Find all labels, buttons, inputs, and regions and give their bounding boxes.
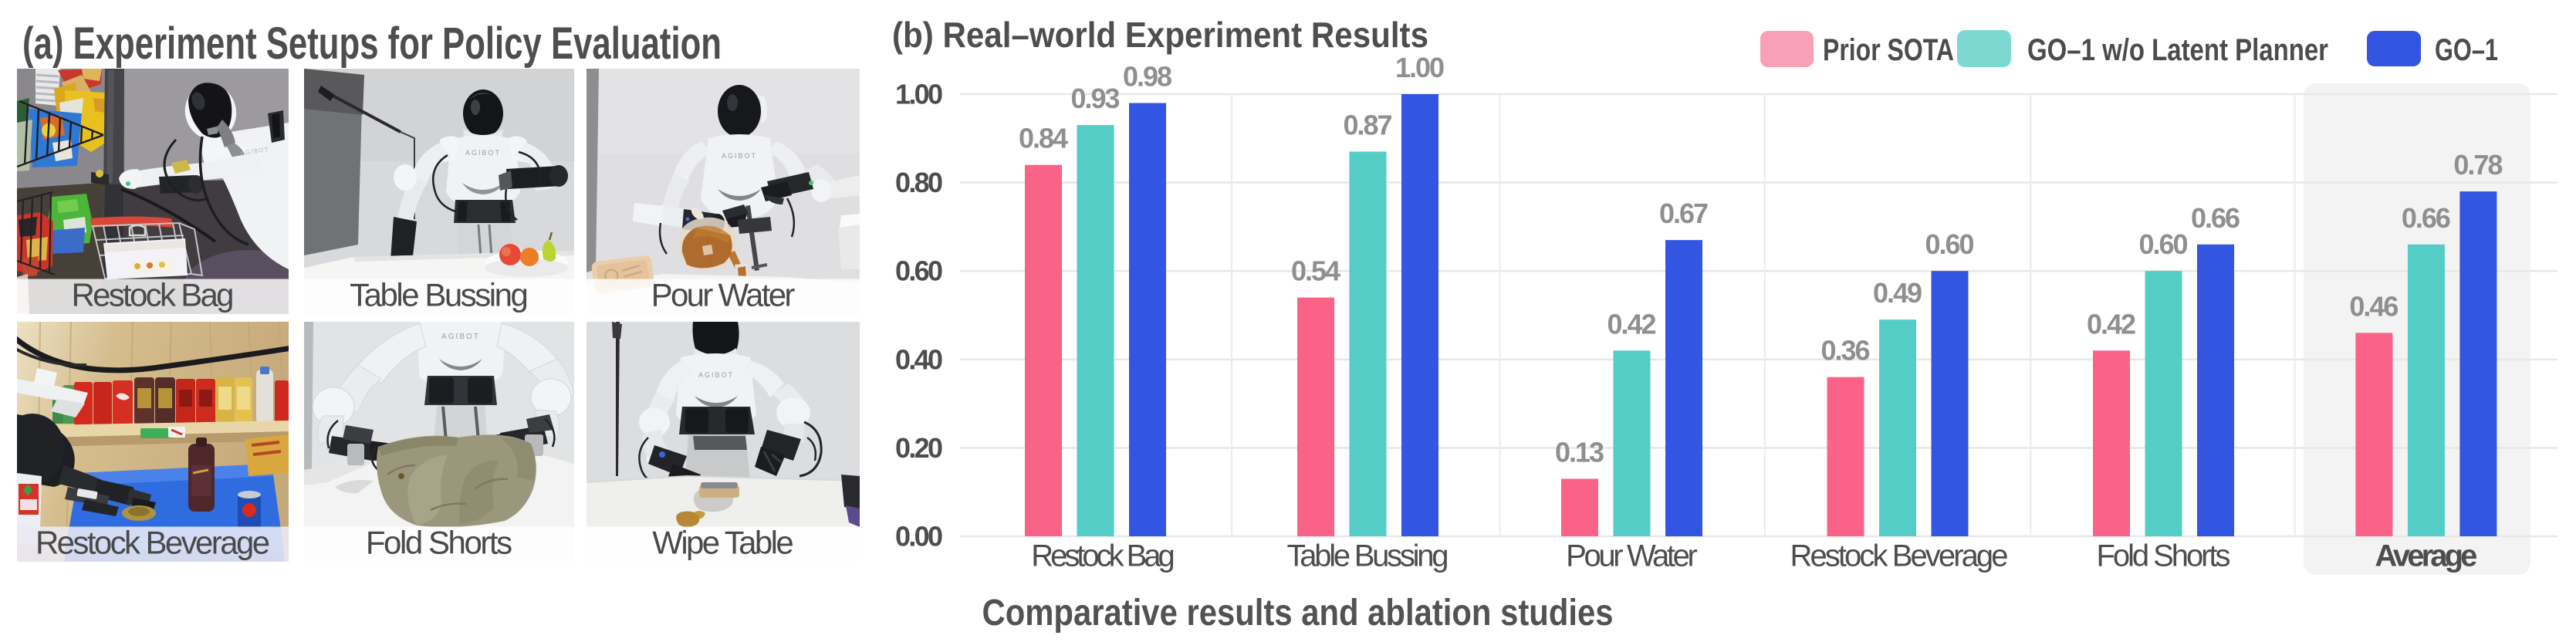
svg-text:Comparative results and ablati: Comparative results and ablation studies (982, 593, 1614, 634)
svg-text:Fold Shorts: Fold Shorts (366, 525, 512, 561)
svg-text:1.00: 1.00 (1395, 52, 1445, 83)
svg-text:0.20: 0.20 (895, 432, 943, 464)
svg-text:0.66: 0.66 (2402, 202, 2451, 234)
svg-text:0.54: 0.54 (1291, 255, 1340, 287)
svg-text:Table Bussing: Table Bussing (350, 277, 529, 313)
svg-text:0.40: 0.40 (895, 343, 943, 375)
svg-text:1.00: 1.00 (895, 79, 943, 110)
svg-text:AGIBOT: AGIBOT (698, 371, 734, 379)
svg-text:Restock Bag: Restock Bag (1031, 539, 1175, 573)
svg-text:0.42: 0.42 (1607, 308, 1657, 340)
svg-text:(a) Experiment Setups for Poli: (a) Experiment Setups for Policy Evaluat… (22, 19, 722, 69)
svg-text:AGIBOT: AGIBOT (722, 152, 757, 160)
svg-text:0.87: 0.87 (1344, 110, 1393, 141)
svg-text:0.93: 0.93 (1071, 83, 1121, 114)
svg-text:Restock Bag: Restock Bag (72, 277, 235, 313)
svg-text:0.60: 0.60 (895, 255, 943, 287)
svg-text:0.80: 0.80 (895, 167, 943, 198)
svg-text:0.60: 0.60 (2139, 228, 2189, 260)
svg-text:0.67: 0.67 (1659, 198, 1709, 229)
svg-text:Wipe Table: Wipe Table (652, 525, 793, 561)
svg-text:0.98: 0.98 (1123, 61, 1172, 93)
svg-text:GO–1 w/o Latent Planner: GO–1 w/o Latent Planner (2027, 33, 2328, 67)
svg-text:AGIBOT: AGIBOT (465, 149, 501, 157)
svg-text:AGIBOT: AGIBOT (441, 333, 480, 341)
svg-text:0.49: 0.49 (1873, 277, 1922, 309)
svg-text:Pour Water: Pour Water (651, 277, 796, 313)
svg-text:0.00: 0.00 (895, 521, 943, 552)
svg-text:0.78: 0.78 (2453, 149, 2503, 181)
svg-text:Restock Beverage: Restock Beverage (35, 525, 270, 561)
svg-text:GO–1: GO–1 (2435, 33, 2498, 67)
svg-text:Table Bussing: Table Bussing (1287, 539, 1449, 573)
svg-text:Prior SOTA: Prior SOTA (1823, 33, 1954, 67)
svg-text:0.84: 0.84 (1019, 123, 1068, 154)
svg-text:0.36: 0.36 (1821, 335, 1871, 367)
svg-text:0.66: 0.66 (2191, 202, 2240, 234)
svg-text:Restock Beverage: Restock Beverage (1790, 539, 2009, 573)
svg-text:0.42: 0.42 (2087, 308, 2136, 340)
svg-text:0.46: 0.46 (2349, 290, 2399, 322)
svg-text:0.13: 0.13 (1555, 437, 1604, 468)
svg-text:Average: Average (2375, 539, 2477, 573)
svg-text:Fold Shorts: Fold Shorts (2097, 539, 2231, 573)
svg-text:Pour Water: Pour Water (1566, 539, 1698, 573)
svg-text:(b) Real–world Experiment Resu: (b) Real–world Experiment Results (892, 15, 1428, 55)
svg-text:0.60: 0.60 (1925, 228, 1975, 260)
